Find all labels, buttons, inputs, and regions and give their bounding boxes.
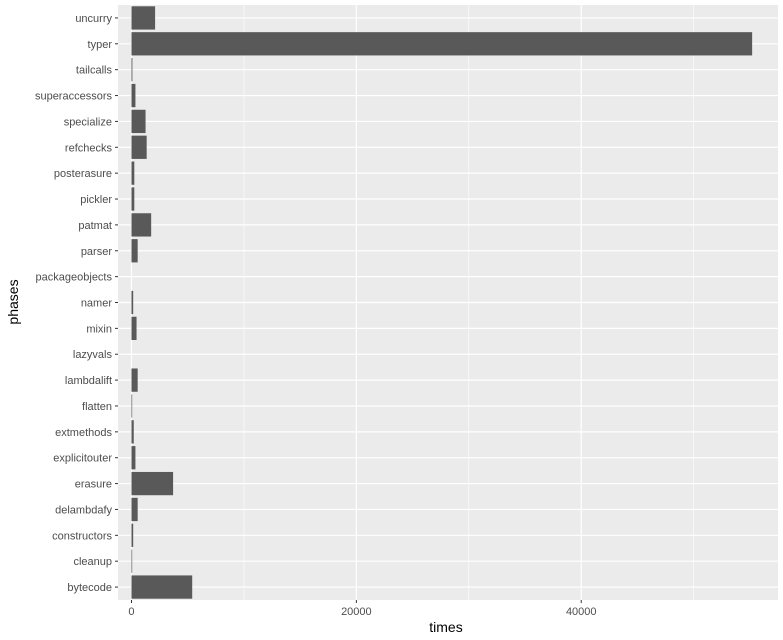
y-tick-label: explicitouter: [53, 453, 112, 465]
x-axis: 0 20000 40000: [128, 600, 597, 618]
y-tick-label: pickler: [80, 194, 112, 206]
y-tick-label: refchecks: [65, 142, 113, 154]
bar-lambdalift: [131, 368, 138, 392]
x-axis-title: times: [429, 619, 462, 635]
y-tick-label: typer: [88, 39, 113, 51]
y-tick-label: posterasure: [54, 168, 112, 180]
bar-extmethods: [131, 420, 134, 444]
bar-explicitouter: [131, 446, 136, 470]
bar-uncurry: [131, 6, 156, 30]
bar-delambdafy: [131, 497, 138, 522]
y-tick-label: flatten: [82, 401, 112, 413]
y-tick-label: extmethods: [55, 427, 112, 439]
y-axis: uncurry typer tailcalls superaccessors speci…: [35, 13, 118, 594]
y-tick-label: mixin: [86, 323, 112, 335]
bar-refchecks: [131, 135, 147, 159]
y-tick-label: lazyvals: [73, 349, 113, 361]
y-axis-title: phases: [5, 279, 21, 324]
y-tick-label: namer: [81, 298, 113, 310]
bar-posterasure: [131, 161, 135, 185]
bars: [131, 6, 753, 599]
y-tick-label: constructors: [52, 530, 112, 542]
y-tick-label: patmat: [78, 220, 112, 232]
bar-pickler: [131, 187, 135, 211]
bar-specialize: [131, 109, 146, 134]
y-tick-label: superaccessors: [35, 91, 113, 103]
y-tick-label: bytecode: [67, 582, 112, 594]
y-tick-label: uncurry: [75, 13, 112, 25]
y-tick-label: tailcalls: [76, 65, 113, 77]
bar-flatten: [131, 394, 133, 418]
bar-erasure: [131, 471, 174, 496]
bar-superaccessors: [131, 83, 136, 108]
bar-tailcalls: [131, 58, 133, 82]
grid-lines: [118, 5, 778, 600]
bar-mixin: [131, 316, 137, 341]
bar-namer: [131, 290, 134, 315]
bar-bytecode: [131, 575, 193, 599]
y-tick-label: packageobjects: [36, 272, 113, 284]
x-tick-label: 0: [128, 606, 134, 618]
y-tick-label: erasure: [75, 479, 112, 491]
bar-patmat: [131, 213, 152, 237]
y-tick-label: lambdalift: [65, 375, 112, 387]
bar-typer: [131, 32, 753, 56]
bar-constructors: [131, 523, 134, 547]
x-tick-label: 20000: [341, 606, 372, 618]
bar-parser: [131, 239, 138, 263]
y-tick-label: cleanup: [73, 556, 112, 568]
y-tick-label: specialize: [64, 116, 112, 128]
y-tick-label: parser: [81, 246, 113, 258]
x-tick-label: 40000: [566, 606, 597, 618]
y-tick-label: delambdafy: [55, 504, 112, 516]
bar-cleanup: [131, 549, 133, 573]
